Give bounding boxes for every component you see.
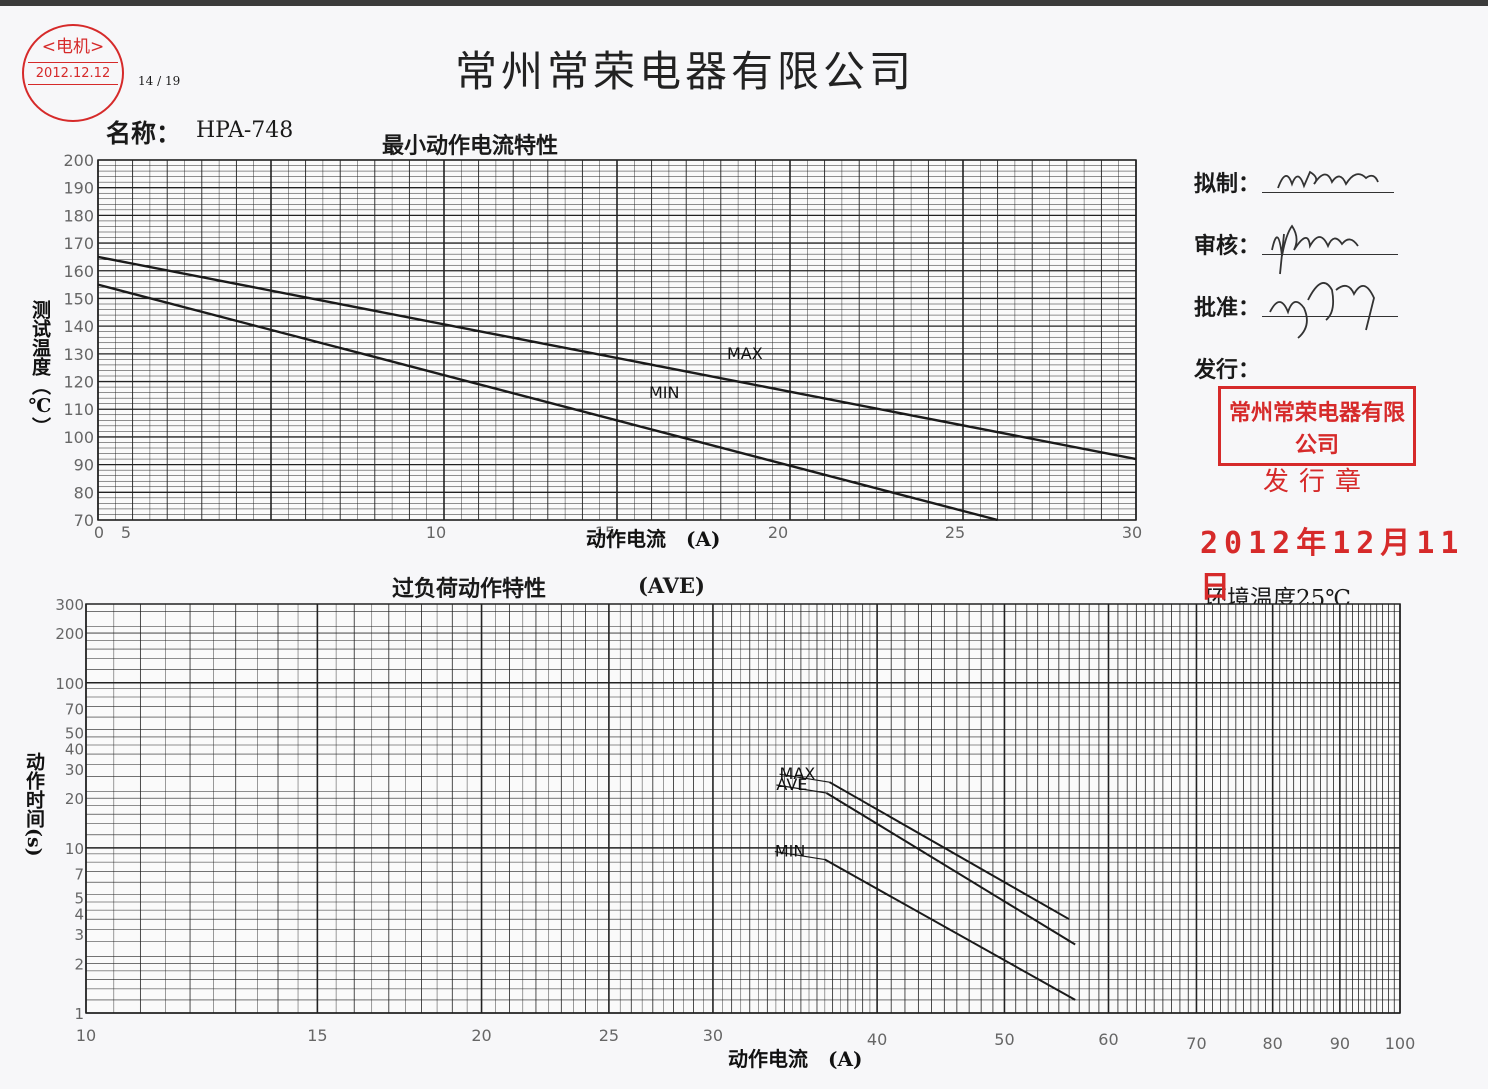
issue-date: 2012年12月11日: [1200, 526, 1465, 605]
chart2-y-tick-label: 30: [65, 761, 84, 779]
reviewed-line: [1262, 254, 1398, 255]
chart2-y-tick-label: 7: [74, 865, 84, 883]
chart2-y-tick-label: 1: [74, 1005, 84, 1023]
chart1-y-tick-label: 200: [63, 151, 94, 170]
chart1-title: 最小动作电流特性: [382, 133, 559, 159]
receipt-stamp-dept: <电机>: [41, 37, 105, 57]
chart2-y-tick-label: 40: [65, 740, 84, 758]
chart2-x-tick-label: 15: [307, 1026, 327, 1045]
chart1-x-tick-label: 0: [94, 523, 104, 542]
chart1-y-tick-label: 110: [63, 400, 94, 419]
chart2-y-tick-label: 300: [55, 596, 84, 614]
signature-reviewer: [1271, 224, 1359, 275]
chart2-y-tick-label: 200: [55, 625, 84, 643]
chart1-y-tick-label: 80: [74, 483, 94, 502]
chart2-y-tick-label: 10: [65, 840, 84, 858]
chart1-y-axis-label: 测试温度（℃）: [29, 300, 51, 436]
chart1-y-tick-label: 90: [74, 456, 94, 475]
chart2-y-tick-label: 2: [74, 955, 84, 973]
reviewed-label: 审核：: [1194, 233, 1261, 259]
chart2-x-tick-label: 100: [1385, 1034, 1416, 1053]
chart2-leader-max: [779, 773, 830, 783]
chart2-x-tick-label: 70: [1186, 1034, 1206, 1053]
chart1-y-tick-label: 130: [63, 345, 94, 364]
chart1-y-tick-label: 120: [63, 373, 94, 392]
name-label: 名称：: [106, 119, 182, 148]
chart2-series-label-max: MAX: [780, 764, 816, 783]
drafted-line: [1262, 192, 1394, 193]
chart1-series-label-min: MIN: [649, 383, 680, 402]
chart2-series-min: [824, 858, 1076, 1001]
signature-drafter: [1277, 170, 1379, 189]
chart2-x-tick-label: 10: [76, 1026, 96, 1045]
issue-stamp: 常州常荣电器有限公司 发行章: [1218, 386, 1416, 497]
chart2-x-tick-label: 50: [994, 1030, 1014, 1049]
chart1-y-tick-label: 70: [74, 511, 94, 530]
chart2-subtitle: (AVE): [638, 573, 705, 598]
chart2-x-tick-label: 80: [1262, 1034, 1282, 1053]
chart1-y-tick-label: 100: [63, 428, 94, 447]
chart1-y-tick-label: 170: [63, 234, 94, 253]
chart1-series-min: [97, 283, 998, 522]
chart2-y-tick-label: 50: [65, 724, 84, 742]
chart2-x-tick-label: 20: [471, 1026, 491, 1045]
model-number: HPA-748: [196, 118, 294, 143]
chart2-y-tick-label: 4: [74, 906, 84, 924]
chart1-y-tick-label: 180: [63, 206, 94, 225]
chart1-series-max: [97, 255, 1137, 461]
chart2-series-label-min: MIN: [775, 842, 806, 861]
scan-top-edge: [0, 0, 1488, 6]
chart2-x-tick-label: 30: [703, 1026, 723, 1045]
issue-stamp-company: 常州常荣电器有限公司: [1228, 400, 1405, 458]
chart1-x-tick-label: 20: [768, 523, 788, 542]
issued-label: 发行：: [1194, 357, 1261, 383]
drafted-label: 拟制：: [1194, 171, 1261, 197]
company-title: 常州常荣电器有限公司: [454, 47, 915, 96]
receipt-stamp-date: 2012.12.12: [28, 62, 118, 85]
chart2-series-max: [829, 781, 1070, 921]
chart1-y-tick-label: 190: [63, 179, 94, 198]
receipt-stamp: <电机> 2012.12.12: [22, 24, 124, 122]
chart2-plot-area: [85, 603, 1401, 1014]
chart1-x-tick-label: 25: [945, 523, 965, 542]
chart1-series-label-max: MAX: [727, 344, 763, 363]
chart2-y-tick-label: 70: [65, 700, 84, 718]
chart2-title: 过负荷动作特性: [392, 576, 547, 602]
chart2-x-tick-label: 40: [867, 1030, 887, 1049]
chart2-leader-ave: [776, 784, 827, 794]
issue-stamp-text: 发行章: [1262, 467, 1371, 497]
signature-approver: [1269, 282, 1375, 339]
chart2-x-tick-label: 25: [599, 1026, 619, 1045]
chart2-y-tick-label: 100: [55, 675, 84, 693]
chart1-x-tick-label: 10: [426, 523, 446, 542]
chart2-y-tick-label: 20: [65, 790, 84, 808]
chart2-series-label-ave: AVE: [776, 775, 807, 794]
chart1-x-tick-label: 15: [595, 523, 615, 542]
chart2-y-tick-label: 3: [74, 926, 84, 944]
chart2-x-axis-label: 动作电流 (A): [728, 1047, 862, 1071]
chart2-y-axis-label: 动作时间(s): [23, 752, 45, 857]
page-number: 14 / 19: [138, 74, 181, 88]
chart2-leader-min: [774, 850, 825, 861]
chart2-series-ave: [825, 792, 1076, 946]
chart2-x-tick-label: 90: [1330, 1034, 1350, 1053]
chart1-x-axis-label: 动作电流 (A): [586, 527, 720, 551]
chart2-x-tick-label: 60: [1098, 1030, 1118, 1049]
chart2-y-tick-label: 5: [74, 890, 84, 908]
approved-label: 批准：: [1194, 295, 1261, 321]
chart1-y-tick-label: 140: [63, 317, 94, 336]
chart1-x-tick-label: 30: [1122, 523, 1142, 542]
chart1-y-tick-label: 160: [63, 262, 94, 281]
chart1-x-tick-label: 5: [121, 523, 131, 542]
chart1-y-tick-label: 150: [63, 289, 94, 308]
